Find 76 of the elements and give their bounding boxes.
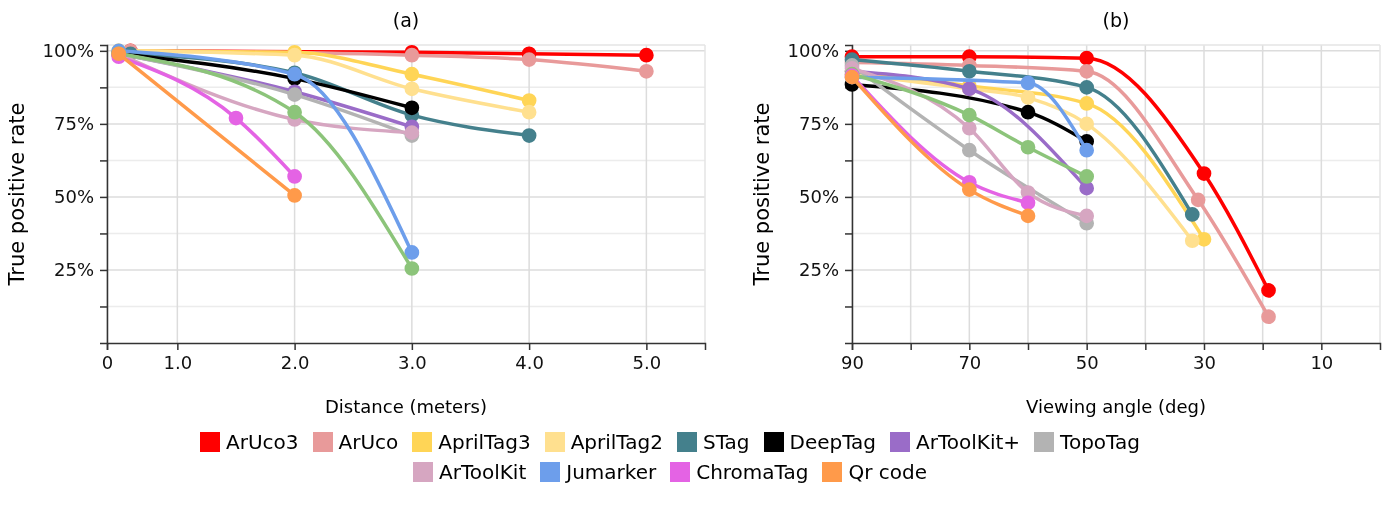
y-tick-label: 100% xyxy=(42,40,94,62)
x-tick-label: 10 xyxy=(1310,351,1334,373)
point xyxy=(961,107,977,123)
x-tick-label: 70 xyxy=(958,351,982,373)
point xyxy=(1079,63,1095,79)
chart-title: (b) xyxy=(1102,9,1130,31)
point xyxy=(961,182,977,197)
y-tick-label: 25% xyxy=(798,259,839,281)
y-axis-title: True positive rate xyxy=(5,102,29,287)
point xyxy=(1079,142,1095,158)
point xyxy=(1020,208,1036,224)
x-tick-label: 30 xyxy=(1193,351,1216,373)
x-tick-label: 50 xyxy=(1075,351,1099,373)
legend-label: Qr code xyxy=(848,460,928,484)
x-tick-label: 90 xyxy=(841,351,864,373)
x-tick-label: 2.0 xyxy=(280,351,310,373)
point xyxy=(1196,166,1212,181)
y-axis-title: True positive rate xyxy=(750,102,774,287)
point xyxy=(1020,90,1036,105)
point xyxy=(961,63,977,79)
point xyxy=(404,66,420,82)
x-tick-label: 0 xyxy=(101,351,114,373)
y-tick-label: 100% xyxy=(787,40,839,62)
point xyxy=(1079,80,1095,95)
point xyxy=(287,104,302,120)
y-tick-label: 50% xyxy=(798,186,839,208)
point xyxy=(287,188,302,203)
point xyxy=(1020,104,1036,120)
point xyxy=(228,110,244,126)
legend-label: Jumarker xyxy=(566,460,657,484)
y-tick-label: 25% xyxy=(53,259,94,281)
legend-label: STag xyxy=(702,430,750,454)
legend-label: ChromaTag xyxy=(696,460,809,484)
y-tick-label: 50% xyxy=(53,186,94,208)
y-tick-label: 75% xyxy=(53,113,94,135)
point xyxy=(639,63,654,79)
point xyxy=(639,47,654,63)
legend-label: ArToolKit xyxy=(438,460,527,484)
x-tick-label: 5.0 xyxy=(632,351,662,373)
point xyxy=(1020,139,1036,155)
legend-label: DeepTag xyxy=(789,430,877,454)
point xyxy=(1261,309,1276,325)
point xyxy=(1079,208,1095,224)
legend-label: ArUco3 xyxy=(226,430,299,454)
point xyxy=(1184,233,1200,249)
point xyxy=(1020,75,1036,91)
point xyxy=(521,52,537,67)
x-axis-title: Distance (meters) xyxy=(325,396,487,417)
point xyxy=(961,120,977,136)
point xyxy=(1020,195,1036,211)
y-tick-label: 75% xyxy=(798,113,839,135)
x-tick-label: 1.0 xyxy=(163,351,193,373)
x-tick-label: 4.0 xyxy=(515,351,544,373)
chart-title: (a) xyxy=(392,9,420,31)
point xyxy=(404,81,420,97)
point xyxy=(1261,283,1276,298)
point xyxy=(961,142,977,158)
legend-label: TopoTag xyxy=(1060,430,1140,454)
point xyxy=(1079,116,1095,132)
legend-label: ArUco xyxy=(338,430,399,454)
point xyxy=(1079,169,1095,184)
point xyxy=(1184,207,1200,222)
point xyxy=(521,128,537,143)
point xyxy=(1190,192,1206,208)
legend-label: ArToolKit+ xyxy=(916,430,1021,454)
x-tick-label: 3.0 xyxy=(398,351,427,373)
x-axis-title: Viewing angle (deg) xyxy=(1026,396,1206,417)
point xyxy=(404,100,420,116)
point xyxy=(1079,50,1095,66)
point xyxy=(1079,96,1095,111)
point xyxy=(521,104,537,120)
legend-label: AprilTag3 xyxy=(438,430,531,454)
legend-label: AprilTag2 xyxy=(570,430,663,454)
point xyxy=(287,169,302,184)
point xyxy=(404,261,420,276)
point xyxy=(404,245,420,260)
